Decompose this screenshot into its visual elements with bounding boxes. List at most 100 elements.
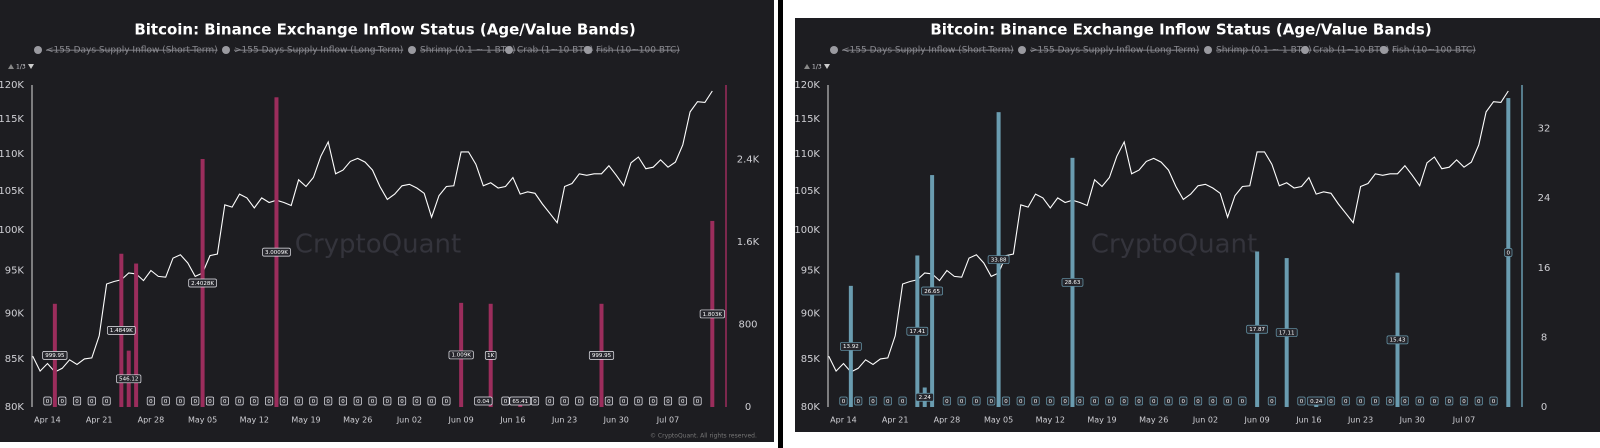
value-label-box	[699, 309, 725, 319]
x-tick-label: Jun 02	[396, 416, 422, 425]
value-label-box	[43, 396, 52, 406]
legend-marker	[1301, 46, 1309, 54]
legend-item[interactable]: Crab (1~10 BTC)	[517, 46, 593, 56]
value-label-box	[1246, 324, 1268, 334]
value-label-box	[987, 396, 996, 406]
value-label: 0	[1108, 399, 1112, 405]
value-label-box	[265, 396, 274, 406]
value-label: 0	[208, 399, 212, 405]
value-label-box	[1445, 396, 1454, 406]
value-label: 17.87	[1249, 327, 1265, 333]
value-label: 0	[297, 399, 301, 405]
value-label-box	[397, 396, 407, 406]
legend-item[interactable]: Fish (10~100 BTC)	[1392, 46, 1476, 56]
legend-item[interactable]: <155 Days Supply Inflow (Short-Term)	[46, 46, 218, 56]
value-label-box	[1356, 396, 1365, 406]
value-label: 28.63	[1065, 280, 1081, 286]
value-label-box	[1341, 396, 1350, 406]
value-label-box	[1307, 396, 1326, 406]
bar	[1314, 404, 1319, 407]
value-label-box	[590, 396, 599, 406]
value-label-box	[942, 396, 951, 406]
value-label-box	[368, 396, 377, 406]
value-label-box	[1297, 396, 1306, 406]
value-label-box	[262, 247, 291, 257]
x-tick-label: Jun 30	[1399, 416, 1425, 425]
y-tick-label: 95K	[801, 266, 821, 277]
value-label-box	[1275, 328, 1298, 337]
legend-item[interactable]: >155 Days Supply Inflow (Long-Term)	[234, 46, 403, 56]
value-label: 0	[856, 399, 860, 405]
value-label-box	[501, 396, 510, 406]
legend-item[interactable]: Shrimp (0.1 ~ 1 BTC)	[420, 46, 516, 56]
value-label: 0.04	[477, 399, 490, 405]
legend-item[interactable]: Shrimp (0.1 ~ 1 BTC)	[1216, 46, 1312, 56]
x-tick-label: Apr 28	[934, 416, 961, 425]
value-label-box	[1061, 278, 1084, 287]
x-tick-label: May 05	[984, 416, 1013, 425]
value-label-box	[1386, 335, 1409, 345]
value-label: 2.4028K	[191, 281, 214, 287]
value-label-box	[921, 286, 943, 296]
value-label: 0	[415, 399, 419, 405]
left-panel	[0, 0, 774, 442]
legend-item[interactable]: Fish (10~100 BTC)	[596, 46, 680, 56]
value-label: 15.43	[1390, 338, 1406, 344]
legend-item[interactable]: Crab (1~10 BTC)	[1313, 46, 1389, 56]
value-label: 0	[1226, 399, 1230, 405]
value-label: 0	[386, 399, 390, 405]
value-label: 0	[1507, 250, 1511, 256]
value-label-box	[279, 396, 288, 406]
value-label: 0	[989, 399, 993, 405]
value-label: 546.12	[119, 377, 138, 383]
value-label: 0	[1241, 399, 1245, 405]
y2-tick-label: 0	[1541, 402, 1547, 413]
divider	[778, 0, 783, 448]
value-label: 0	[533, 399, 537, 405]
value-label-box	[915, 392, 934, 402]
value-label: 0	[1329, 399, 1333, 405]
value-label-box	[116, 374, 142, 384]
value-label-box	[188, 278, 217, 288]
value-label-box	[1415, 396, 1424, 406]
y-tick-label: 90K	[5, 308, 25, 319]
y-tick-label: 120K	[794, 80, 820, 91]
value-label-box	[1504, 248, 1513, 257]
value-label-box	[484, 351, 497, 360]
value-label-box	[176, 396, 185, 406]
x-tick-label: Jun 09	[1244, 416, 1270, 425]
value-label-box	[102, 396, 111, 406]
value-label: 0	[371, 399, 375, 405]
value-label-box	[560, 396, 569, 406]
value-label-box	[1208, 396, 1217, 406]
value-label-box	[634, 396, 643, 406]
value-label: 0	[592, 399, 596, 405]
value-label: 0	[1418, 399, 1422, 405]
value-label: 17.11	[1279, 330, 1295, 336]
legend-item[interactable]: >155 Days Supply Inflow (Long-Term)	[1030, 46, 1199, 56]
watermark: CryptoQuant	[1091, 230, 1257, 260]
value-label: 1.009K	[451, 353, 471, 359]
value-label-box	[619, 396, 628, 406]
value-label: 0	[312, 399, 316, 405]
value-label: 0	[1403, 399, 1407, 405]
y2-tick-label: 8	[1541, 332, 1547, 343]
x-tick-label: Apr 14	[34, 416, 61, 425]
value-label: 13.92	[843, 344, 859, 350]
legend-marker	[830, 46, 838, 54]
legend-item[interactable]: <155 Days Supply Inflow (Short-Term)	[842, 46, 1014, 56]
value-label: 0	[578, 399, 582, 405]
value-label: 0	[1388, 399, 1392, 405]
x-tick-label: Jun 02	[1192, 416, 1218, 425]
legend-page: 1/3	[16, 64, 26, 71]
value-label: 0	[651, 399, 655, 405]
value-label-box	[854, 396, 863, 406]
x-tick-label: Jun 30	[603, 416, 629, 425]
value-label-box	[87, 396, 96, 406]
value-label-box	[1386, 396, 1395, 406]
value-label: 0	[1137, 399, 1141, 405]
legend-marker	[222, 46, 230, 54]
y-tick-label: 105K	[0, 186, 24, 197]
x-tick-label: May 12	[1036, 416, 1065, 425]
